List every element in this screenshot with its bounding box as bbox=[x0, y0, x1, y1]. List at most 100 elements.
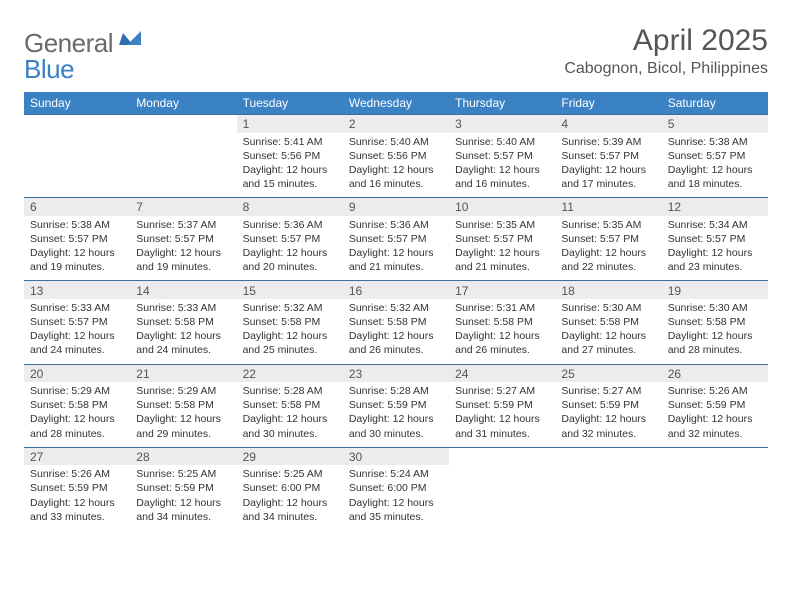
day-detail-cell: Sunrise: 5:31 AMSunset: 5:58 PMDaylight:… bbox=[449, 299, 555, 364]
day-number-cell: 28 bbox=[130, 447, 236, 465]
sunset-text: Sunset: 5:57 PM bbox=[243, 232, 337, 246]
day-number-cell: 25 bbox=[555, 364, 661, 382]
day-detail-cell: Sunrise: 5:32 AMSunset: 5:58 PMDaylight:… bbox=[343, 299, 449, 364]
day-number-cell: 16 bbox=[343, 281, 449, 299]
daylight-text: Daylight: 12 hours and 34 minutes. bbox=[243, 496, 337, 524]
sunset-text: Sunset: 5:58 PM bbox=[455, 315, 549, 329]
day-number-cell: 5 bbox=[662, 115, 768, 133]
day-number-cell: 4 bbox=[555, 115, 661, 133]
day-detail-cell: Sunrise: 5:27 AMSunset: 5:59 PMDaylight:… bbox=[449, 382, 555, 447]
day-detail-cell: Sunrise: 5:28 AMSunset: 5:59 PMDaylight:… bbox=[343, 382, 449, 447]
title-block: April 2025 Cabognon, Bicol, Philippines bbox=[564, 24, 768, 78]
day-detail-cell bbox=[555, 465, 661, 530]
daylight-text: Daylight: 12 hours and 32 minutes. bbox=[561, 412, 655, 440]
sunrise-text: Sunrise: 5:34 AM bbox=[668, 218, 762, 232]
sunrise-text: Sunrise: 5:38 AM bbox=[30, 218, 124, 232]
sunset-text: Sunset: 5:56 PM bbox=[349, 149, 443, 163]
day-detail-cell bbox=[662, 465, 768, 530]
day-number-cell: 8 bbox=[237, 198, 343, 216]
daylight-text: Daylight: 12 hours and 30 minutes. bbox=[349, 412, 443, 440]
daylight-text: Daylight: 12 hours and 19 minutes. bbox=[30, 246, 124, 274]
sunset-text: Sunset: 5:58 PM bbox=[30, 398, 124, 412]
sunset-text: Sunset: 5:58 PM bbox=[136, 398, 230, 412]
sunset-text: Sunset: 6:00 PM bbox=[243, 481, 337, 495]
day-detail-cell: Sunrise: 5:36 AMSunset: 5:57 PMDaylight:… bbox=[237, 216, 343, 281]
daylight-text: Daylight: 12 hours and 31 minutes. bbox=[455, 412, 549, 440]
daylight-text: Daylight: 12 hours and 24 minutes. bbox=[30, 329, 124, 357]
weekday-header: Monday bbox=[130, 92, 236, 115]
sunset-text: Sunset: 5:59 PM bbox=[30, 481, 124, 495]
sunrise-text: Sunrise: 5:29 AM bbox=[30, 384, 124, 398]
day-number-cell: 9 bbox=[343, 198, 449, 216]
day-number-cell: 21 bbox=[130, 364, 236, 382]
sunset-text: Sunset: 5:59 PM bbox=[136, 481, 230, 495]
sunset-text: Sunset: 6:00 PM bbox=[349, 481, 443, 495]
detail-row: Sunrise: 5:38 AMSunset: 5:57 PMDaylight:… bbox=[24, 216, 768, 281]
sunset-text: Sunset: 5:58 PM bbox=[561, 315, 655, 329]
sunrise-text: Sunrise: 5:25 AM bbox=[136, 467, 230, 481]
day-number-cell: 22 bbox=[237, 364, 343, 382]
weekday-header: Thursday bbox=[449, 92, 555, 115]
weekday-header: Saturday bbox=[662, 92, 768, 115]
sunset-text: Sunset: 5:59 PM bbox=[349, 398, 443, 412]
day-number-cell bbox=[555, 447, 661, 465]
day-detail-cell bbox=[24, 133, 130, 198]
sunrise-text: Sunrise: 5:33 AM bbox=[30, 301, 124, 315]
day-number-cell: 19 bbox=[662, 281, 768, 299]
day-detail-cell: Sunrise: 5:24 AMSunset: 6:00 PMDaylight:… bbox=[343, 465, 449, 530]
day-detail-cell bbox=[449, 465, 555, 530]
sunset-text: Sunset: 5:57 PM bbox=[136, 232, 230, 246]
day-number-cell bbox=[449, 447, 555, 465]
daylight-text: Daylight: 12 hours and 17 minutes. bbox=[561, 163, 655, 191]
day-number-cell bbox=[130, 115, 236, 133]
sunrise-text: Sunrise: 5:41 AM bbox=[243, 135, 337, 149]
sunset-text: Sunset: 5:57 PM bbox=[455, 232, 549, 246]
daylight-text: Daylight: 12 hours and 20 minutes. bbox=[243, 246, 337, 274]
sunrise-text: Sunrise: 5:27 AM bbox=[455, 384, 549, 398]
day-number-cell: 26 bbox=[662, 364, 768, 382]
sunrise-text: Sunrise: 5:36 AM bbox=[349, 218, 443, 232]
sunset-text: Sunset: 5:57 PM bbox=[349, 232, 443, 246]
day-number-cell: 17 bbox=[449, 281, 555, 299]
day-detail-cell: Sunrise: 5:33 AMSunset: 5:58 PMDaylight:… bbox=[130, 299, 236, 364]
day-number-cell: 10 bbox=[449, 198, 555, 216]
day-detail-cell bbox=[130, 133, 236, 198]
day-detail-cell: Sunrise: 5:35 AMSunset: 5:57 PMDaylight:… bbox=[449, 216, 555, 281]
daylight-text: Daylight: 12 hours and 26 minutes. bbox=[455, 329, 549, 357]
sunrise-text: Sunrise: 5:26 AM bbox=[668, 384, 762, 398]
day-number-cell bbox=[662, 447, 768, 465]
sunset-text: Sunset: 5:57 PM bbox=[30, 232, 124, 246]
day-detail-cell: Sunrise: 5:34 AMSunset: 5:57 PMDaylight:… bbox=[662, 216, 768, 281]
day-detail-cell: Sunrise: 5:27 AMSunset: 5:59 PMDaylight:… bbox=[555, 382, 661, 447]
sunset-text: Sunset: 5:57 PM bbox=[668, 232, 762, 246]
sunset-text: Sunset: 5:59 PM bbox=[668, 398, 762, 412]
day-detail-cell: Sunrise: 5:30 AMSunset: 5:58 PMDaylight:… bbox=[662, 299, 768, 364]
sunrise-text: Sunrise: 5:35 AM bbox=[455, 218, 549, 232]
calendar-head: SundayMondayTuesdayWednesdayThursdayFrid… bbox=[24, 92, 768, 115]
daylight-text: Daylight: 12 hours and 33 minutes. bbox=[30, 496, 124, 524]
sunrise-text: Sunrise: 5:24 AM bbox=[349, 467, 443, 481]
day-number-cell: 14 bbox=[130, 281, 236, 299]
day-detail-cell: Sunrise: 5:29 AMSunset: 5:58 PMDaylight:… bbox=[24, 382, 130, 447]
day-detail-cell: Sunrise: 5:40 AMSunset: 5:56 PMDaylight:… bbox=[343, 133, 449, 198]
weekday-header: Tuesday bbox=[237, 92, 343, 115]
daylight-text: Daylight: 12 hours and 35 minutes. bbox=[349, 496, 443, 524]
daynum-row: 12345 bbox=[24, 115, 768, 133]
detail-row: Sunrise: 5:29 AMSunset: 5:58 PMDaylight:… bbox=[24, 382, 768, 447]
weekday-header: Sunday bbox=[24, 92, 130, 115]
daylight-text: Daylight: 12 hours and 24 minutes. bbox=[136, 329, 230, 357]
day-detail-cell: Sunrise: 5:39 AMSunset: 5:57 PMDaylight:… bbox=[555, 133, 661, 198]
sunrise-text: Sunrise: 5:26 AM bbox=[30, 467, 124, 481]
sunset-text: Sunset: 5:58 PM bbox=[243, 398, 337, 412]
sunset-text: Sunset: 5:58 PM bbox=[668, 315, 762, 329]
sunrise-text: Sunrise: 5:28 AM bbox=[243, 384, 337, 398]
daynum-row: 20212223242526 bbox=[24, 364, 768, 382]
day-number-cell: 3 bbox=[449, 115, 555, 133]
day-detail-cell: Sunrise: 5:26 AMSunset: 5:59 PMDaylight:… bbox=[24, 465, 130, 530]
daylight-text: Daylight: 12 hours and 19 minutes. bbox=[136, 246, 230, 274]
day-detail-cell: Sunrise: 5:36 AMSunset: 5:57 PMDaylight:… bbox=[343, 216, 449, 281]
daylight-text: Daylight: 12 hours and 15 minutes. bbox=[243, 163, 337, 191]
day-number-cell: 18 bbox=[555, 281, 661, 299]
daynum-row: 27282930 bbox=[24, 447, 768, 465]
daylight-text: Daylight: 12 hours and 32 minutes. bbox=[668, 412, 762, 440]
